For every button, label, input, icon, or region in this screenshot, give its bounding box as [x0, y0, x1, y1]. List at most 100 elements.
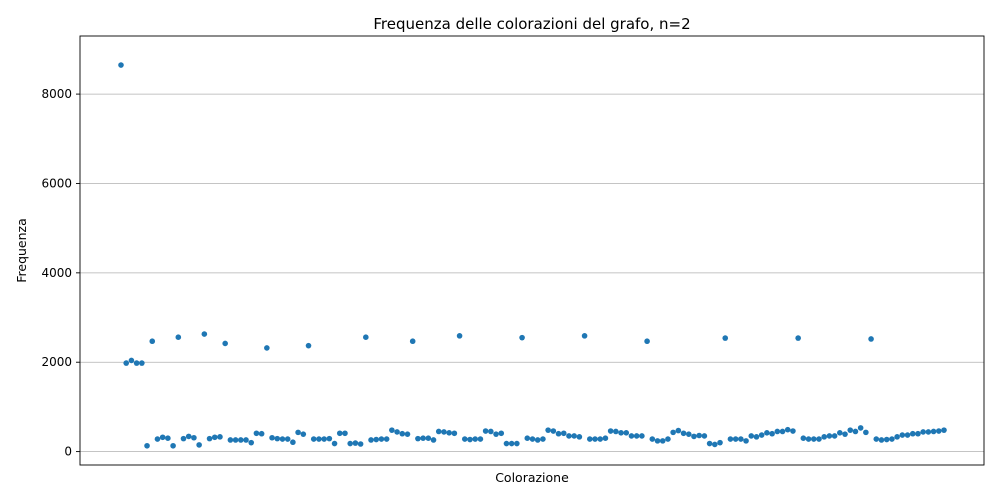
data-point — [498, 430, 505, 437]
data-point — [243, 437, 249, 443]
data-point — [149, 338, 156, 345]
data-point — [305, 342, 312, 349]
data-point — [623, 430, 630, 436]
data-point — [665, 436, 671, 442]
data-point — [680, 430, 687, 437]
data-point — [139, 360, 145, 366]
data-point — [378, 436, 385, 442]
data-point — [675, 427, 682, 434]
data-point — [602, 435, 609, 441]
data-point — [326, 435, 333, 442]
data-point — [555, 430, 562, 437]
data-point — [232, 437, 239, 443]
data-point — [441, 429, 447, 435]
data-point — [165, 435, 171, 441]
data-point — [904, 432, 911, 438]
data-point — [821, 434, 827, 440]
data-point — [331, 440, 338, 447]
y-axis-ticks: 0 2000 4000 6000 8000 — [41, 87, 80, 459]
chart-title: Frequenza delle colorazioni del grafo, n… — [373, 15, 690, 33]
data-point — [185, 433, 192, 440]
data-point — [472, 436, 479, 442]
data-point — [863, 429, 869, 436]
data-point — [618, 430, 624, 436]
data-point — [316, 436, 322, 442]
data-point — [784, 426, 791, 433]
data-point — [357, 441, 364, 447]
grid-lines — [80, 93, 984, 452]
data-point — [654, 438, 661, 444]
data-point — [206, 435, 213, 442]
data-point — [488, 428, 494, 435]
y-tick-label: 6000 — [41, 176, 72, 190]
data-point — [430, 437, 437, 443]
data-point — [514, 440, 520, 447]
data-point — [373, 436, 380, 443]
data-point — [456, 333, 463, 339]
data-point — [540, 436, 546, 442]
data-point — [144, 442, 150, 449]
data-point — [227, 437, 234, 443]
data-point — [878, 437, 885, 443]
data-point — [368, 437, 374, 443]
data-point — [425, 435, 432, 441]
data-point — [738, 436, 744, 442]
data-point — [873, 436, 880, 442]
data-point — [238, 437, 244, 443]
data-point — [831, 433, 838, 439]
plot-frame — [79, 35, 985, 466]
data-point — [279, 436, 286, 442]
data-point — [211, 434, 218, 441]
data-point — [399, 430, 406, 437]
data-point — [857, 425, 864, 431]
data-point — [649, 436, 656, 442]
data-point — [248, 439, 255, 446]
data-point — [633, 433, 640, 439]
data-point — [883, 436, 890, 443]
data-point — [545, 427, 551, 433]
data-point — [581, 333, 588, 339]
data-point — [587, 436, 593, 442]
data-point — [597, 436, 604, 442]
data-point — [732, 436, 739, 442]
data-point — [482, 428, 489, 434]
data-points — [118, 62, 947, 449]
data-point — [915, 430, 921, 437]
data-point — [644, 338, 650, 345]
data-point — [217, 434, 223, 440]
data-point — [691, 433, 697, 440]
y-axis-label: Frequenza — [14, 218, 29, 283]
data-point — [566, 433, 572, 439]
data-point — [925, 429, 932, 435]
data-point — [894, 434, 900, 440]
data-point — [769, 430, 775, 437]
data-point — [363, 334, 369, 340]
data-point — [706, 440, 713, 447]
data-point — [133, 360, 140, 366]
data-point — [613, 428, 619, 435]
data-point — [774, 428, 781, 435]
data-point — [628, 433, 635, 439]
data-point — [446, 430, 452, 436]
data-point — [290, 439, 296, 446]
data-point — [930, 428, 937, 435]
data-point — [128, 357, 135, 364]
data-point — [383, 436, 390, 442]
data-point — [451, 430, 458, 437]
data-point — [722, 335, 729, 341]
data-point — [258, 430, 265, 437]
data-point — [336, 430, 343, 437]
data-point — [222, 340, 228, 347]
data-point — [321, 436, 327, 442]
data-point — [899, 432, 906, 438]
data-point — [685, 431, 692, 437]
data-point — [920, 429, 926, 435]
y-tick-label: 8000 — [41, 87, 72, 101]
data-point — [415, 435, 421, 442]
data-point — [295, 429, 301, 436]
data-point — [269, 434, 275, 441]
data-point — [576, 434, 583, 440]
data-point — [743, 438, 749, 444]
data-point — [826, 433, 833, 439]
